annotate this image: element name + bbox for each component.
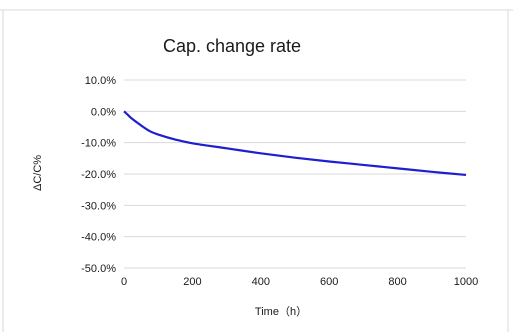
y-tick-labels: 10.0% 0.0% -10.0% -20.0% -30.0% -40.0% -50.0% <box>81 75 116 275</box>
grid-layer <box>124 79 466 269</box>
chart-title: Cap. change rate <box>163 36 301 56</box>
y-tick-label: -50.0% <box>81 263 116 275</box>
y-tick-label: -20.0% <box>81 169 116 181</box>
y-tick-label: 0.0% <box>91 106 116 118</box>
y-axis-label: ΔC/C% <box>32 155 44 191</box>
series-layer <box>123 110 467 177</box>
x-tick-label: 800 <box>388 276 406 288</box>
x-tick-labels: 0 200 400 600 800 1000 <box>121 276 478 288</box>
x-tick-label: 400 <box>252 276 270 288</box>
x-tick-label: 1000 <box>454 276 478 288</box>
y-tick-label: 10.0% <box>85 75 116 87</box>
x-tick-label: 600 <box>320 276 338 288</box>
x-axis-label: Time（h） <box>255 305 307 318</box>
x-tick-label: 200 <box>183 276 201 288</box>
y-tick-label: -30.0% <box>81 200 116 212</box>
series-line <box>123 110 467 177</box>
y-tick-label: -10.0% <box>81 138 116 150</box>
y-tick-label: -40.0% <box>81 232 116 244</box>
x-tick-label: 0 <box>121 276 127 288</box>
